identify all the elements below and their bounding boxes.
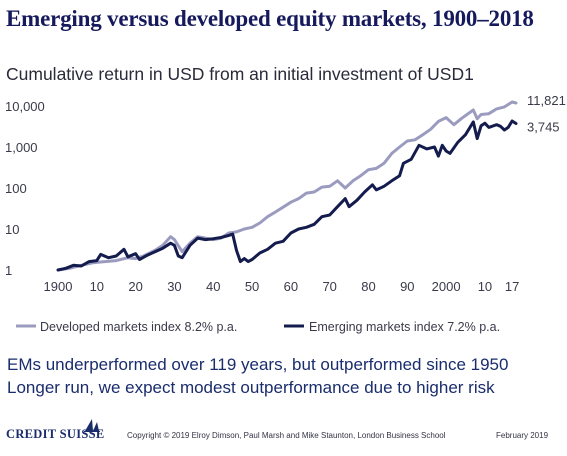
x-tick-label: 90 <box>400 279 414 294</box>
x-tick-label: 2000 <box>432 279 461 294</box>
credit-suisse-logo: Credit Suisse <box>6 427 105 441</box>
x-tick-label: 20 <box>128 279 142 294</box>
publication-date: February 2019 <box>496 431 549 440</box>
y-tick-label: 1 <box>5 263 12 278</box>
legend-label: Emerging markets index 7.2% p.a. <box>309 320 500 334</box>
series-layer <box>56 100 518 272</box>
x-tick-label: 1900 <box>44 279 73 294</box>
legend-label: Developed markets index 8.2% p.a. <box>40 320 237 334</box>
series-line-developed <box>56 100 518 272</box>
line-chart: 1 10 100 1,000 10,000 1900 10 20 30 40 50 60 70 80 90 2… <box>5 93 566 334</box>
axes-layer: 1 10 100 1,000 10,000 1900 10 20 30 40 50 60 70 80 90 2… <box>5 99 519 294</box>
x-tick-label: 10 <box>90 279 104 294</box>
chart-subtitle: Cumulative return in USD from an initial… <box>6 64 474 84</box>
y-tick-label: 1,000 <box>5 140 38 155</box>
x-tick-label: 60 <box>284 279 298 294</box>
note-line-2: Longer run, we expect modest outperforma… <box>7 378 495 397</box>
x-tick-label: 80 <box>361 279 375 294</box>
x-tick-label: 10 <box>478 279 492 294</box>
label-layer: 11,821 3,745 <box>527 93 566 134</box>
x-tick-label: 40 <box>206 279 220 294</box>
end-value-label: 3,745 <box>527 119 560 134</box>
y-tick-label: 10,000 <box>5 99 45 114</box>
end-value-label: 11,821 <box>527 93 566 108</box>
chart-title: Emerging versus developed equity markets… <box>6 6 534 31</box>
legend: Developed markets index 8.2% p.a. Emergin… <box>16 320 500 334</box>
x-tick-label: 70 <box>322 279 336 294</box>
note-line-1: EMs underperformed over 119 years, but o… <box>7 355 509 374</box>
y-tick-label: 10 <box>5 222 19 237</box>
x-tick-label: 17 <box>505 279 519 294</box>
sails-icon <box>84 419 100 432</box>
x-tick-label: 50 <box>245 279 259 294</box>
copyright-text: Copyright © 2019 Elroy Dimson, Paul Mars… <box>127 431 446 440</box>
x-tick-label: 30 <box>167 279 181 294</box>
y-tick-label: 100 <box>5 181 27 196</box>
series-line-emerging <box>56 119 518 272</box>
